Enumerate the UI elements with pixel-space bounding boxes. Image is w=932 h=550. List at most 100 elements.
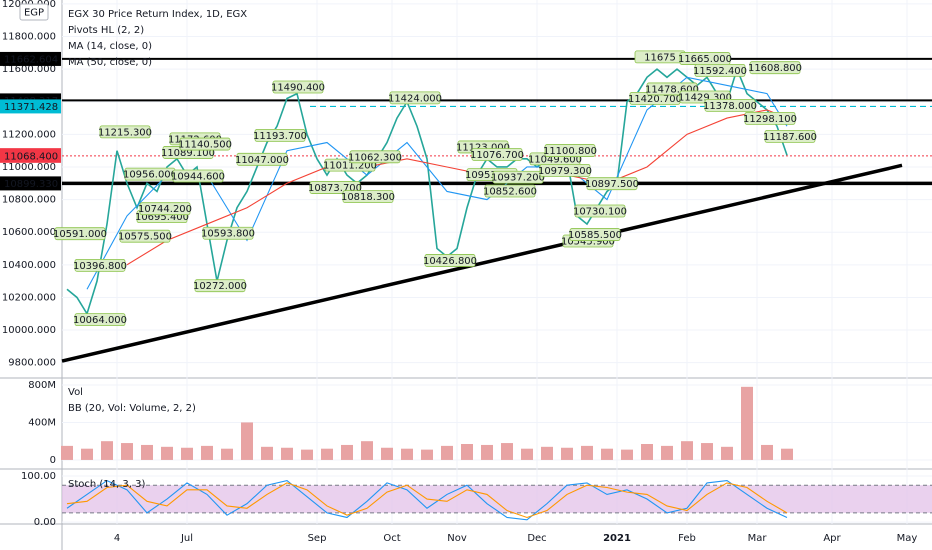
volume-bar <box>81 448 93 460</box>
pivot-label: 11140.500 <box>178 140 232 151</box>
pivot-label-box <box>744 111 796 125</box>
y-tick-label: 11800.000 <box>2 32 56 43</box>
x-tick-label: Dec <box>527 533 546 544</box>
indicator-label: MA (50, close, 0) <box>68 57 152 68</box>
volume-bar <box>201 445 213 460</box>
pivot-label: 11608.800 <box>748 63 802 74</box>
pivot-label: 10744.200 <box>138 204 192 215</box>
pivot-label-box <box>194 279 246 293</box>
pivot-label-box <box>236 152 288 166</box>
pivot-label: 10956.000 <box>123 170 177 181</box>
pivot-label: 10426.800 <box>423 256 477 267</box>
pivot-label: 10591.000 <box>53 229 107 240</box>
pivot-label: 11378.000 <box>703 101 757 112</box>
volume-bar <box>101 441 113 460</box>
pivot-label: 10953.100 <box>465 170 519 181</box>
x-tick-label: Mar <box>748 533 768 544</box>
volume-bar <box>721 446 733 460</box>
pivot-label-box <box>74 258 126 272</box>
pivot-label-box <box>54 227 106 241</box>
y-tick-label: 11600.000 <box>2 64 56 75</box>
pivot-label: 11193.700 <box>253 131 307 142</box>
volume-bar <box>441 445 453 460</box>
x-tick-label: Sep <box>308 533 327 544</box>
volume-bar <box>601 448 613 460</box>
volume-bar <box>661 445 673 460</box>
volume-bar <box>241 422 253 460</box>
volume-bar <box>281 447 293 460</box>
pivot-label: 10818.300 <box>341 192 395 203</box>
pivot-label-box <box>544 144 596 157</box>
pivot-label-box <box>119 229 171 243</box>
volume-bar <box>621 449 633 460</box>
y-tick-label: 800M <box>28 380 56 391</box>
price-tag <box>0 99 61 114</box>
volume-bar <box>461 444 473 460</box>
trend-line <box>61 163 903 363</box>
pivot-label: 10545.900 <box>561 237 615 248</box>
pivot-label-box <box>749 61 801 75</box>
y-tick-label: 11200.000 <box>2 129 56 140</box>
pivot-label-box <box>349 150 401 164</box>
chart-title: Stoch (14, 3, 3) <box>68 479 145 490</box>
pivot-label: 11490.400 <box>271 83 325 94</box>
pivot-label-box <box>74 313 126 327</box>
volume-bar <box>541 446 553 460</box>
x-tick-label: Apr <box>823 533 841 544</box>
y-tick-label: 0 <box>50 455 56 466</box>
pivot-label-box <box>492 170 544 184</box>
y-tick-label: 10400.000 <box>2 260 56 271</box>
currency-badge <box>19 3 49 21</box>
volume-bar <box>121 443 133 460</box>
price-tag-label: 11068.400 <box>4 151 58 162</box>
currency-badge-text: EGP <box>24 8 44 19</box>
price-tag <box>0 176 61 191</box>
pivot-label-box <box>179 137 231 151</box>
volume-bar <box>221 448 233 460</box>
pivot-label-box <box>272 80 324 94</box>
volume-bar <box>301 449 313 460</box>
pivot-label-box <box>574 204 626 218</box>
x-tick-label: Jul <box>180 533 193 544</box>
volume-bar <box>501 443 513 460</box>
pivot-label: 11675 <box>644 52 676 63</box>
pivot-label: 10979.300 <box>538 166 592 177</box>
volume-bar <box>641 444 653 460</box>
pivot-label-box <box>254 128 306 142</box>
volume-bar <box>521 448 533 460</box>
pivot-label: 11049.600 <box>528 154 582 165</box>
volume-bar <box>141 444 153 460</box>
pivot-label: 11187.600 <box>763 132 817 143</box>
pivot-label: 11592.400 <box>693 66 747 77</box>
pivot-label-box <box>484 184 536 198</box>
pivot-label: 10064.000 <box>73 315 127 326</box>
x-tick-label: 4 <box>114 533 120 544</box>
volume-bar <box>561 447 573 460</box>
pivot-label: 11665.000 <box>678 54 732 65</box>
y-tick-label: 10800.000 <box>2 195 56 206</box>
pivot-label-box <box>172 169 224 183</box>
pivot-label: 11100.800 <box>543 146 597 157</box>
pivot-label-box <box>139 202 191 216</box>
pane-subtitle: BB (20, Vol: Volume, 2, 2) <box>68 403 196 414</box>
x-tick-label: Nov <box>447 533 467 544</box>
volume-bar <box>581 445 593 460</box>
volume-bar <box>481 444 493 460</box>
pivot-label: 10730.100 <box>573 206 627 217</box>
pivot-label-box <box>202 226 254 240</box>
pivot-label: 10897.500 <box>585 179 639 190</box>
y-tick-label: 10000.000 <box>2 325 56 336</box>
pivot-label: 11089.100 <box>161 148 215 159</box>
pivot-label-box <box>694 63 746 77</box>
volume-bar <box>341 444 353 460</box>
pivot-label-box <box>471 148 523 161</box>
volume-bar <box>61 445 73 460</box>
pivot-label: 11123.000 <box>456 142 510 153</box>
x-tick-label: May <box>897 533 918 544</box>
pivot-label: 11062.300 <box>348 152 402 163</box>
pane-title: Vol <box>68 387 83 398</box>
pivot-label: 10575.500 <box>118 232 172 243</box>
pivot-label: 10695.400 <box>135 212 189 223</box>
pivot-label: 10593.800 <box>201 229 255 240</box>
